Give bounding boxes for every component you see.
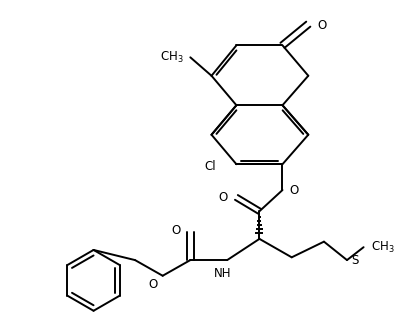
Text: O: O (172, 224, 181, 237)
Text: S: S (351, 254, 359, 267)
Text: O: O (318, 19, 327, 32)
Text: O: O (148, 278, 157, 291)
Text: O: O (218, 191, 227, 204)
Text: Cl: Cl (204, 160, 216, 173)
Text: NH: NH (214, 268, 231, 281)
Text: CH$_3$: CH$_3$ (371, 239, 394, 255)
Text: O: O (290, 184, 299, 196)
Text: CH$_3$: CH$_3$ (160, 50, 184, 65)
